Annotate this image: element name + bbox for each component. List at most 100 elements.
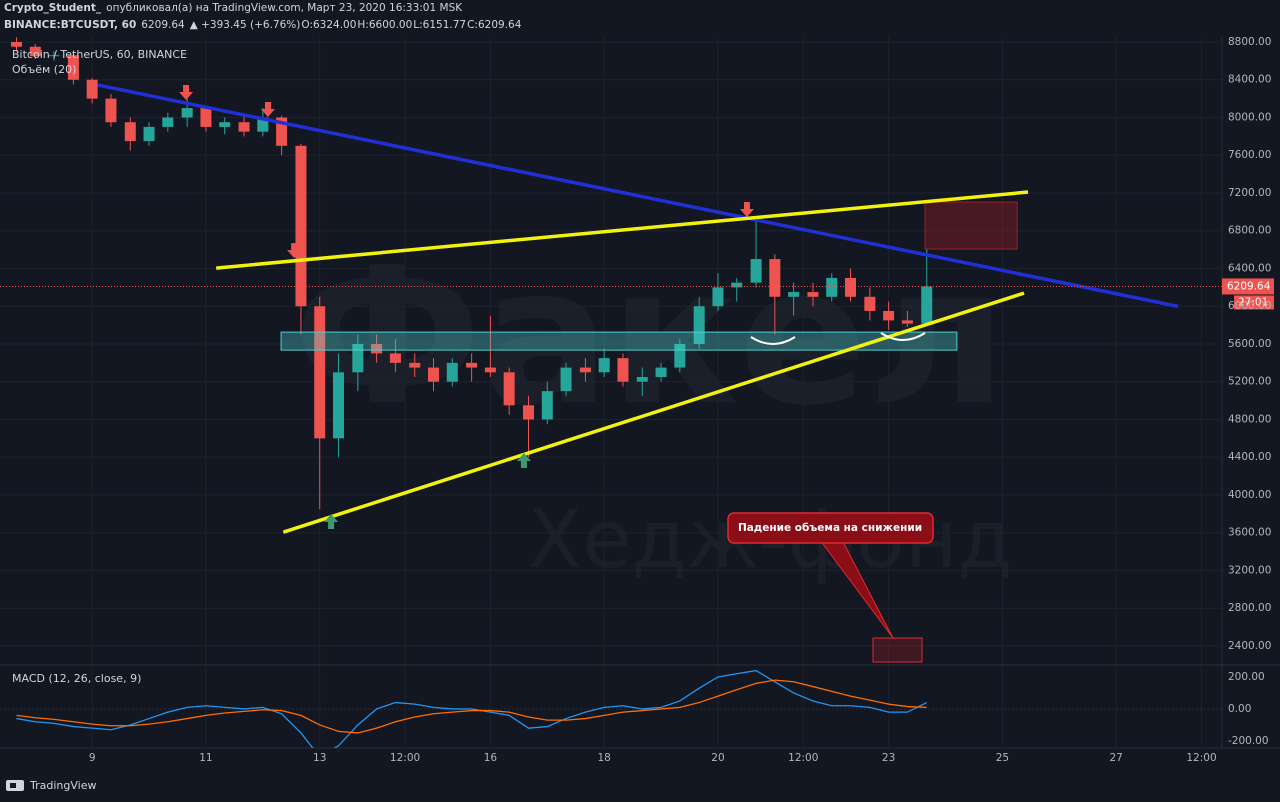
- y-tick-label: 4800.00: [1228, 413, 1271, 425]
- x-tick-label: 23: [882, 752, 895, 764]
- price-pane: [10, 37, 1179, 534]
- overlay: 6209.64 27:01 Падение объема на снижении: [0, 85, 1274, 663]
- x-tick-label: 27: [1109, 752, 1122, 764]
- candle-body: [674, 343, 686, 368]
- candle-body: [10, 42, 22, 47]
- volume-label: Объём (20): [12, 63, 76, 76]
- header-text: H:: [357, 19, 368, 31]
- candle-body: [332, 372, 344, 439]
- candle-body: [788, 292, 800, 297]
- macd-line: [16, 679, 927, 734]
- candle-body: [105, 98, 117, 123]
- candle-body: [143, 126, 155, 142]
- candle-body: [86, 79, 98, 99]
- footer-logo: [6, 780, 24, 791]
- x-tick-label: 9: [89, 752, 96, 764]
- candle-body: [864, 296, 876, 311]
- price-label: 6209.64: [1227, 280, 1271, 292]
- logo-cut: [10, 783, 16, 788]
- header-text: Crypto_Student_: [4, 2, 102, 14]
- header-text: ▲ +393.45 (+6.76%): [190, 19, 301, 31]
- footer-brand: TradingView: [29, 779, 96, 792]
- x-tick-label: 25: [996, 752, 1009, 764]
- trendline: [216, 190, 1029, 270]
- candle-body: [731, 282, 743, 288]
- y-tick-label: 6400.00: [1228, 262, 1271, 274]
- candle-body: [409, 362, 421, 368]
- candle-body: [769, 259, 781, 297]
- candle-body: [200, 108, 212, 127]
- candle-body: [67, 55, 79, 80]
- candle-body: [29, 46, 41, 57]
- macd-title: MACD (12, 26, close, 9): [12, 672, 141, 685]
- candle-body: [428, 367, 440, 382]
- zone: [280, 331, 958, 351]
- header-text: опубликовал(а) на TradingView.com, Март …: [106, 2, 463, 14]
- chart-title: Bitcoin / TetherUS, 60, BINANCE: [12, 48, 187, 61]
- candle-body: [541, 391, 553, 420]
- candle-body: [371, 343, 383, 354]
- macd-line: [16, 669, 928, 748]
- header-text: 6209.64: [141, 19, 185, 31]
- candle-body: [219, 122, 231, 127]
- candle-body: [693, 306, 705, 344]
- candle-body: [314, 306, 326, 439]
- candle-body: [807, 292, 819, 297]
- header-text: 6324.00: [313, 19, 356, 31]
- header-text: 6209.64: [478, 19, 522, 31]
- candle-body: [295, 145, 307, 307]
- candle-body: [238, 122, 250, 132]
- y-tick-label: 2800.00: [1228, 602, 1271, 614]
- candle-body: [484, 367, 496, 373]
- candle-body: [826, 277, 838, 297]
- x-tick-label: 13: [313, 752, 326, 764]
- candle-body: [48, 55, 60, 57]
- y-tick-label: 3200.00: [1228, 564, 1271, 576]
- y-tick-label: 8400.00: [1228, 74, 1271, 86]
- candle-body: [579, 367, 591, 373]
- x-tick-label: 11: [199, 752, 212, 764]
- y-tick-label: 5600.00: [1228, 338, 1271, 350]
- candle-body: [883, 310, 895, 321]
- y-tick-label: 5200.00: [1228, 376, 1271, 388]
- candle-body: [257, 117, 269, 132]
- candle-body: [598, 358, 610, 373]
- macd-tick-label: -200.00: [1228, 735, 1269, 747]
- header-text: L:: [413, 19, 422, 31]
- bounce-mark: [880, 332, 926, 341]
- y-tick-label: 7600.00: [1228, 149, 1271, 161]
- header-text: 6600.00: [369, 19, 412, 31]
- candle-body: [921, 286, 933, 324]
- candle-body: [503, 372, 515, 406]
- y-tick-label: 2400.00: [1228, 640, 1271, 652]
- header-text: C:: [467, 19, 478, 31]
- header-text: O:: [301, 19, 313, 31]
- macd-pane: [0, 669, 1222, 748]
- candle-body: [617, 358, 629, 382]
- y-tick-label: 6000.00: [1228, 300, 1271, 312]
- header-text: BINANCE:BTCUSDT, 60: [4, 19, 136, 31]
- macd-tick-label: 200.00: [1228, 671, 1265, 683]
- countdown-box: [1234, 295, 1274, 310]
- candle-body: [636, 377, 648, 382]
- signal-arrow: [260, 102, 275, 118]
- zone: [924, 201, 1018, 250]
- candle-body: [181, 108, 193, 118]
- candle-body: [162, 117, 174, 127]
- trendline: [282, 291, 1025, 534]
- countdown-label: 27:01: [1238, 296, 1268, 308]
- candle-body: [560, 367, 572, 392]
- candle-body: [523, 405, 535, 420]
- signal-arrow: [179, 85, 194, 101]
- y-tick-label: 4400.00: [1228, 451, 1271, 463]
- x-tick-label: 18: [597, 752, 610, 764]
- macd-tick-label: 0.00: [1228, 703, 1251, 715]
- candle-body: [446, 362, 458, 382]
- bounce-mark: [750, 336, 796, 345]
- candle-body: [901, 320, 913, 324]
- candle-body: [276, 117, 288, 146]
- x-tick-label: 12:00: [1186, 752, 1216, 764]
